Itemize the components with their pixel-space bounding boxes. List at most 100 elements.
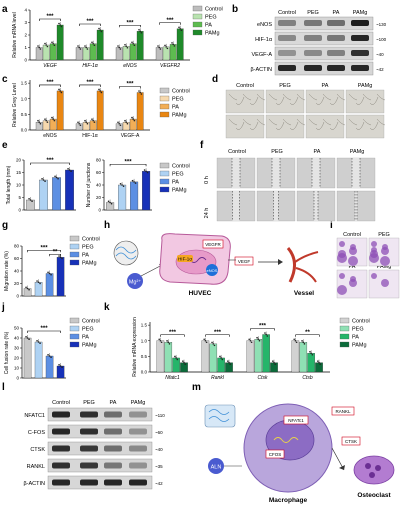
c-pt-1-3-1 bbox=[99, 90, 101, 92]
i-tile-0-cell-4 bbox=[338, 250, 346, 258]
c-bar-1-2 bbox=[89, 120, 97, 131]
j-ytick-label-5: 50 bbox=[14, 326, 20, 331]
j-pt-2-1 bbox=[48, 355, 51, 357]
blot-b-band-3-3 bbox=[351, 65, 369, 71]
m-ctsk-label: CTSK bbox=[345, 439, 357, 444]
e1-s0-bracket bbox=[30, 162, 70, 165]
c-ytick-label-1: 0.5 bbox=[21, 112, 28, 117]
k-pt-0-2-0 bbox=[174, 355, 176, 358]
j-bar-3 bbox=[56, 365, 65, 379]
d-tile-1-3-tube-4 bbox=[376, 118, 386, 126]
panel-letter-h: h bbox=[104, 220, 110, 231]
blot-l-mw-2: ~40 bbox=[155, 447, 163, 452]
k-ytick-label-3: 1.5 bbox=[141, 323, 148, 328]
a-bar-2-0 bbox=[115, 47, 123, 61]
i-tile-1-cell-6 bbox=[371, 247, 377, 253]
j-pt-1-0 bbox=[36, 340, 38, 342]
e2-pt-0-2 bbox=[110, 202, 113, 205]
a-legend-label-0: Control bbox=[205, 7, 223, 13]
c-pt-1-2-1 bbox=[92, 119, 94, 122]
blot-l-lane-1: PEG bbox=[83, 400, 95, 406]
k-pt-0-2-1 bbox=[175, 357, 177, 359]
c-1-sig: *** bbox=[86, 80, 94, 86]
blot-b-band-0-0 bbox=[278, 20, 296, 26]
i-tile-2-cell-2 bbox=[337, 285, 347, 295]
a-bar-0-0 bbox=[35, 47, 43, 61]
c-pt-2-0-1 bbox=[118, 122, 120, 125]
k-pt-2-1-1 bbox=[257, 338, 260, 340]
blot-b-band-0-1 bbox=[304, 20, 322, 26]
blot-l-row-4: β-ACTIN bbox=[24, 481, 46, 487]
blot-b-mw-3: ~42 bbox=[376, 67, 384, 72]
blot-l-row-3: RANKL bbox=[27, 464, 45, 470]
blot-b-row-1: HIF-1α bbox=[255, 37, 273, 43]
c-bar-0-2 bbox=[49, 118, 57, 131]
c-bar-1-3 bbox=[96, 90, 104, 131]
k-pt-3-0-1 bbox=[294, 339, 297, 342]
d-tile-1-1-tube-2 bbox=[282, 118, 292, 126]
blot-l-band-4-3 bbox=[129, 479, 147, 486]
c-bar-1-1 bbox=[82, 122, 90, 131]
k-pt-0-1-1 bbox=[167, 341, 170, 344]
e-legend-swatch-1 bbox=[159, 170, 170, 177]
m-aln-label: ALN bbox=[211, 465, 222, 471]
k-pt-0-2-2 bbox=[176, 358, 179, 361]
blot-l-row-1: C-FOS bbox=[28, 430, 45, 436]
k-pt-3-3-0 bbox=[317, 360, 319, 362]
k-ytick-label-2: 1.0 bbox=[141, 338, 148, 343]
d-tile-0-1-tube-2 bbox=[282, 93, 292, 101]
a-legend-swatch-1 bbox=[192, 13, 203, 20]
k-pt-2-3-2 bbox=[274, 363, 277, 365]
k-pt-2-0-1 bbox=[249, 339, 252, 342]
a-bar-0-1 bbox=[42, 44, 50, 61]
a-legend-swatch-3 bbox=[192, 29, 203, 36]
h-mg-label: Mg²⁺ bbox=[129, 279, 141, 286]
a-pt-3-0-0 bbox=[157, 45, 159, 47]
a-bar-3-1 bbox=[162, 46, 170, 61]
k-pt-1-2-0 bbox=[219, 355, 221, 358]
blot-l-band-1-3 bbox=[129, 428, 147, 435]
k-pt-2-1-0 bbox=[256, 336, 258, 339]
k-pt-2-2-0 bbox=[264, 332, 266, 334]
h-cell-label: HUVEC bbox=[189, 290, 212, 297]
d-tile-0-3-tube-0 bbox=[348, 93, 358, 101]
c-pt-0-1-2 bbox=[46, 121, 49, 123]
j-pt-1-1 bbox=[37, 341, 40, 343]
j-legend-label-1: PEG bbox=[82, 327, 94, 333]
a-bar-0-2 bbox=[49, 43, 57, 61]
g-ytick-label-0: 0 bbox=[16, 294, 19, 299]
c-legend-swatch-0 bbox=[159, 87, 170, 94]
j-legend-label-3: PAMg bbox=[82, 343, 97, 349]
blot-b-lane-3: PAMg bbox=[353, 10, 368, 16]
i-tile-0-cell-0 bbox=[339, 241, 345, 247]
e1-ytick-label-4: 20 bbox=[16, 158, 22, 163]
h-hif-label: HIF-1α bbox=[178, 257, 192, 262]
k-pt-3-2-2 bbox=[311, 353, 314, 356]
k-pt-0-0-2 bbox=[160, 341, 163, 344]
d-label-1: PEG bbox=[279, 83, 291, 89]
panel-f-images: Control PEG PA PAMg 0 h 24 h bbox=[204, 149, 376, 222]
a-pt-3-0-1 bbox=[158, 46, 160, 49]
h-vessel-label: Vessel bbox=[294, 290, 314, 297]
blot-l-band-2-0 bbox=[52, 445, 70, 452]
k-pt-3-2-1 bbox=[310, 352, 312, 355]
j-ytick-label-1: 10 bbox=[14, 366, 20, 371]
i-tile-3-cell-0 bbox=[371, 273, 377, 279]
a-bar-1-2 bbox=[89, 43, 97, 61]
a-1-sig: *** bbox=[86, 19, 94, 25]
f-scratch-1-3 bbox=[355, 191, 357, 221]
e1-pt-2-0 bbox=[54, 175, 56, 178]
g-s1-sig: ** bbox=[53, 249, 58, 255]
blot-l-band-0-1 bbox=[80, 411, 98, 418]
a-bar-1-1 bbox=[82, 47, 90, 61]
c-ytick-label-2: 1.0 bbox=[21, 96, 28, 101]
panel-letter-d: d bbox=[212, 74, 218, 85]
a-pt-1-1-1 bbox=[85, 46, 87, 49]
c-pt-1-3-0 bbox=[98, 88, 100, 91]
blot-l-band-3-3 bbox=[129, 462, 147, 469]
a-ylabel: Relative mRNA level bbox=[12, 12, 18, 58]
a-cat-1: HIF-1α bbox=[82, 63, 98, 69]
c-2-bracket bbox=[119, 86, 141, 89]
e1-ytick-label-2: 10 bbox=[16, 183, 22, 188]
d-tile-1-2-tube-1 bbox=[315, 121, 325, 130]
